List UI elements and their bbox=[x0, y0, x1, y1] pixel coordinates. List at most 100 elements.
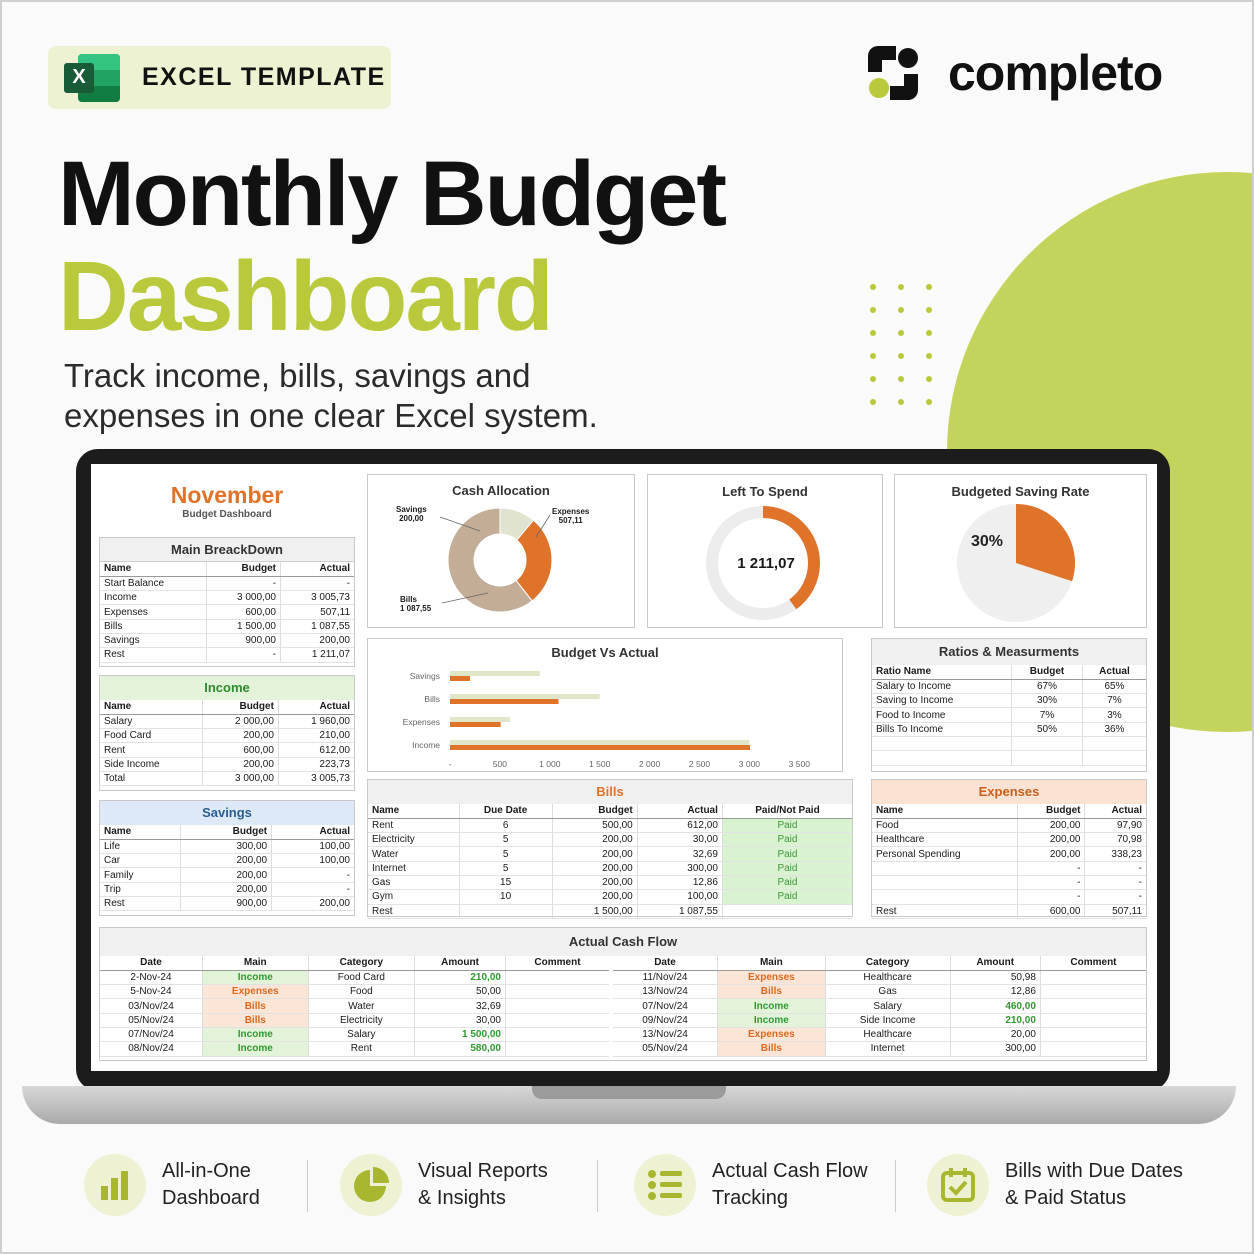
table-cell[interactable]: Rent bbox=[100, 742, 203, 758]
table-cell[interactable]: 7% bbox=[1011, 707, 1083, 723]
table-cell[interactable]: 300,00 bbox=[636, 861, 723, 876]
table-cell[interactable]: Car bbox=[100, 853, 180, 869]
table-cell[interactable]: Food Card bbox=[307, 970, 415, 986]
table-cell[interactable]: 3 005,73 bbox=[279, 590, 354, 606]
table-cell[interactable]: Side Income bbox=[100, 757, 203, 772]
table-cell[interactable]: 2 000,00 bbox=[201, 714, 279, 730]
table-cell[interactable]: 507,11 bbox=[1084, 904, 1146, 919]
table-cell[interactable]: Income bbox=[717, 1013, 826, 1028]
table-cell[interactable]: Water bbox=[368, 846, 460, 862]
table-cell[interactable] bbox=[1081, 736, 1146, 752]
table-cell[interactable]: - bbox=[271, 882, 354, 897]
table-cell[interactable]: Income bbox=[202, 970, 309, 986]
table-cell[interactable]: 09/Nov/24 bbox=[613, 1013, 718, 1028]
table-cell[interactable]: 5 bbox=[458, 861, 553, 876]
table-cell[interactable]: 200,00 bbox=[551, 889, 638, 905]
table-cell[interactable]: 200,00 bbox=[179, 882, 272, 897]
table-cell[interactable]: Bills bbox=[717, 984, 826, 1000]
table-cell[interactable] bbox=[1011, 750, 1083, 766]
table-cell[interactable]: 1 087,55 bbox=[279, 619, 354, 634]
table-cell[interactable]: 500,00 bbox=[551, 818, 638, 834]
table-cell[interactable]: 612,00 bbox=[636, 818, 723, 834]
table-cell[interactable]: 210,00 bbox=[949, 1013, 1041, 1028]
table-cell[interactable]: Salary bbox=[824, 998, 951, 1014]
table-cell[interactable]: Start Balance bbox=[100, 576, 207, 592]
table-cell[interactable]: Savings bbox=[100, 633, 207, 649]
table-cell[interactable]: 5-Nov-24 bbox=[100, 984, 203, 1000]
table-cell[interactable]: Water bbox=[307, 998, 415, 1014]
table-cell[interactable]: 97,90 bbox=[1084, 818, 1146, 834]
table-cell[interactable]: 5 bbox=[458, 832, 553, 848]
table-cell[interactable]: 30,00 bbox=[414, 1013, 506, 1028]
table-cell[interactable]: 200,00 bbox=[1016, 832, 1085, 848]
table-cell[interactable]: Expenses bbox=[717, 970, 826, 986]
table-cell[interactable]: 2-Nov-24 bbox=[100, 970, 203, 986]
table-cell[interactable]: 15 bbox=[458, 875, 553, 891]
table-cell[interactable]: Gym bbox=[368, 889, 460, 905]
table-cell[interactable]: 200,00 bbox=[551, 832, 638, 848]
table-cell[interactable]: 100,00 bbox=[636, 889, 723, 905]
table-cell[interactable]: 32,69 bbox=[636, 846, 723, 862]
table-cell[interactable]: - bbox=[1084, 875, 1146, 891]
table-cell[interactable]: - bbox=[1016, 889, 1085, 905]
table-cell[interactable]: Total bbox=[100, 771, 203, 787]
table-cell[interactable]: - bbox=[271, 867, 354, 883]
table-cell[interactable]: 5 bbox=[458, 846, 553, 862]
table-cell[interactable]: Internet bbox=[368, 861, 460, 876]
table-cell[interactable]: Paid bbox=[721, 832, 852, 848]
table-cell[interactable]: Paid bbox=[721, 889, 852, 905]
table-cell[interactable]: 6 bbox=[458, 818, 553, 834]
table-cell[interactable]: 600,00 bbox=[201, 742, 279, 758]
table-cell[interactable] bbox=[504, 984, 610, 1000]
table-cell[interactable]: 36% bbox=[1081, 722, 1146, 737]
table-cell[interactable]: 200,00 bbox=[279, 633, 354, 649]
table-cell[interactable] bbox=[504, 1013, 610, 1028]
table-cell[interactable]: 7% bbox=[1081, 693, 1146, 709]
table-cell[interactable]: 50% bbox=[1011, 722, 1083, 737]
table-cell[interactable] bbox=[872, 861, 1018, 876]
table-cell[interactable]: Food to Income bbox=[872, 707, 1012, 723]
table-cell[interactable]: 30,00 bbox=[636, 832, 723, 848]
table-cell[interactable]: 300,00 bbox=[179, 839, 272, 855]
table-cell[interactable] bbox=[458, 904, 553, 919]
table-cell[interactable]: 3 000,00 bbox=[201, 771, 279, 787]
table-cell[interactable]: Trip bbox=[100, 882, 180, 897]
table-cell[interactable]: 200,00 bbox=[179, 853, 272, 869]
table-cell[interactable]: 08/Nov/24 bbox=[100, 1041, 203, 1057]
table-cell[interactable]: Rest bbox=[100, 896, 180, 912]
table-cell[interactable]: 67% bbox=[1011, 679, 1083, 695]
table-cell[interactable] bbox=[721, 904, 852, 919]
table-cell[interactable]: 200,00 bbox=[201, 757, 279, 772]
table-cell[interactable]: Expenses bbox=[100, 604, 207, 620]
table-cell[interactable]: 300,00 bbox=[949, 1041, 1041, 1057]
table-cell[interactable]: 20,00 bbox=[949, 1027, 1041, 1043]
table-cell[interactable]: Income bbox=[100, 590, 207, 606]
table-cell[interactable] bbox=[504, 1041, 610, 1057]
table-cell[interactable]: Healthcare bbox=[824, 1027, 951, 1043]
table-cell[interactable]: 1 211,07 bbox=[279, 647, 354, 663]
table-cell[interactable]: 612,00 bbox=[277, 742, 354, 758]
table-cell[interactable]: 32,69 bbox=[414, 998, 506, 1014]
table-cell[interactable]: 1 500,00 bbox=[414, 1027, 506, 1043]
table-cell[interactable]: 900,00 bbox=[179, 896, 272, 912]
table-cell[interactable] bbox=[872, 875, 1018, 891]
table-cell[interactable]: 600,00 bbox=[205, 604, 281, 620]
table-cell[interactable]: 200,00 bbox=[551, 875, 638, 891]
table-cell[interactable]: 338,23 bbox=[1084, 846, 1146, 862]
table-cell[interactable]: 65% bbox=[1081, 679, 1146, 695]
table-cell[interactable]: Rest bbox=[100, 647, 207, 663]
table-cell[interactable] bbox=[504, 998, 610, 1014]
table-cell[interactable]: Personal Spending bbox=[872, 846, 1018, 862]
table-cell[interactable] bbox=[1011, 736, 1083, 752]
table-cell[interactable]: Gas bbox=[368, 875, 460, 891]
table-cell[interactable]: Income bbox=[202, 1027, 309, 1043]
table-cell[interactable]: Saving to Income bbox=[872, 693, 1012, 709]
table-cell[interactable]: 900,00 bbox=[205, 633, 281, 649]
table-cell[interactable]: Rest bbox=[872, 904, 1018, 919]
table-cell[interactable]: 13/Nov/24 bbox=[613, 1027, 718, 1043]
table-cell[interactable]: Bills bbox=[202, 998, 309, 1014]
table-cell[interactable]: Paid bbox=[721, 818, 852, 834]
table-cell[interactable]: - bbox=[1016, 861, 1085, 876]
table-cell[interactable]: Food bbox=[307, 984, 415, 1000]
table-cell[interactable]: 3% bbox=[1081, 707, 1146, 723]
